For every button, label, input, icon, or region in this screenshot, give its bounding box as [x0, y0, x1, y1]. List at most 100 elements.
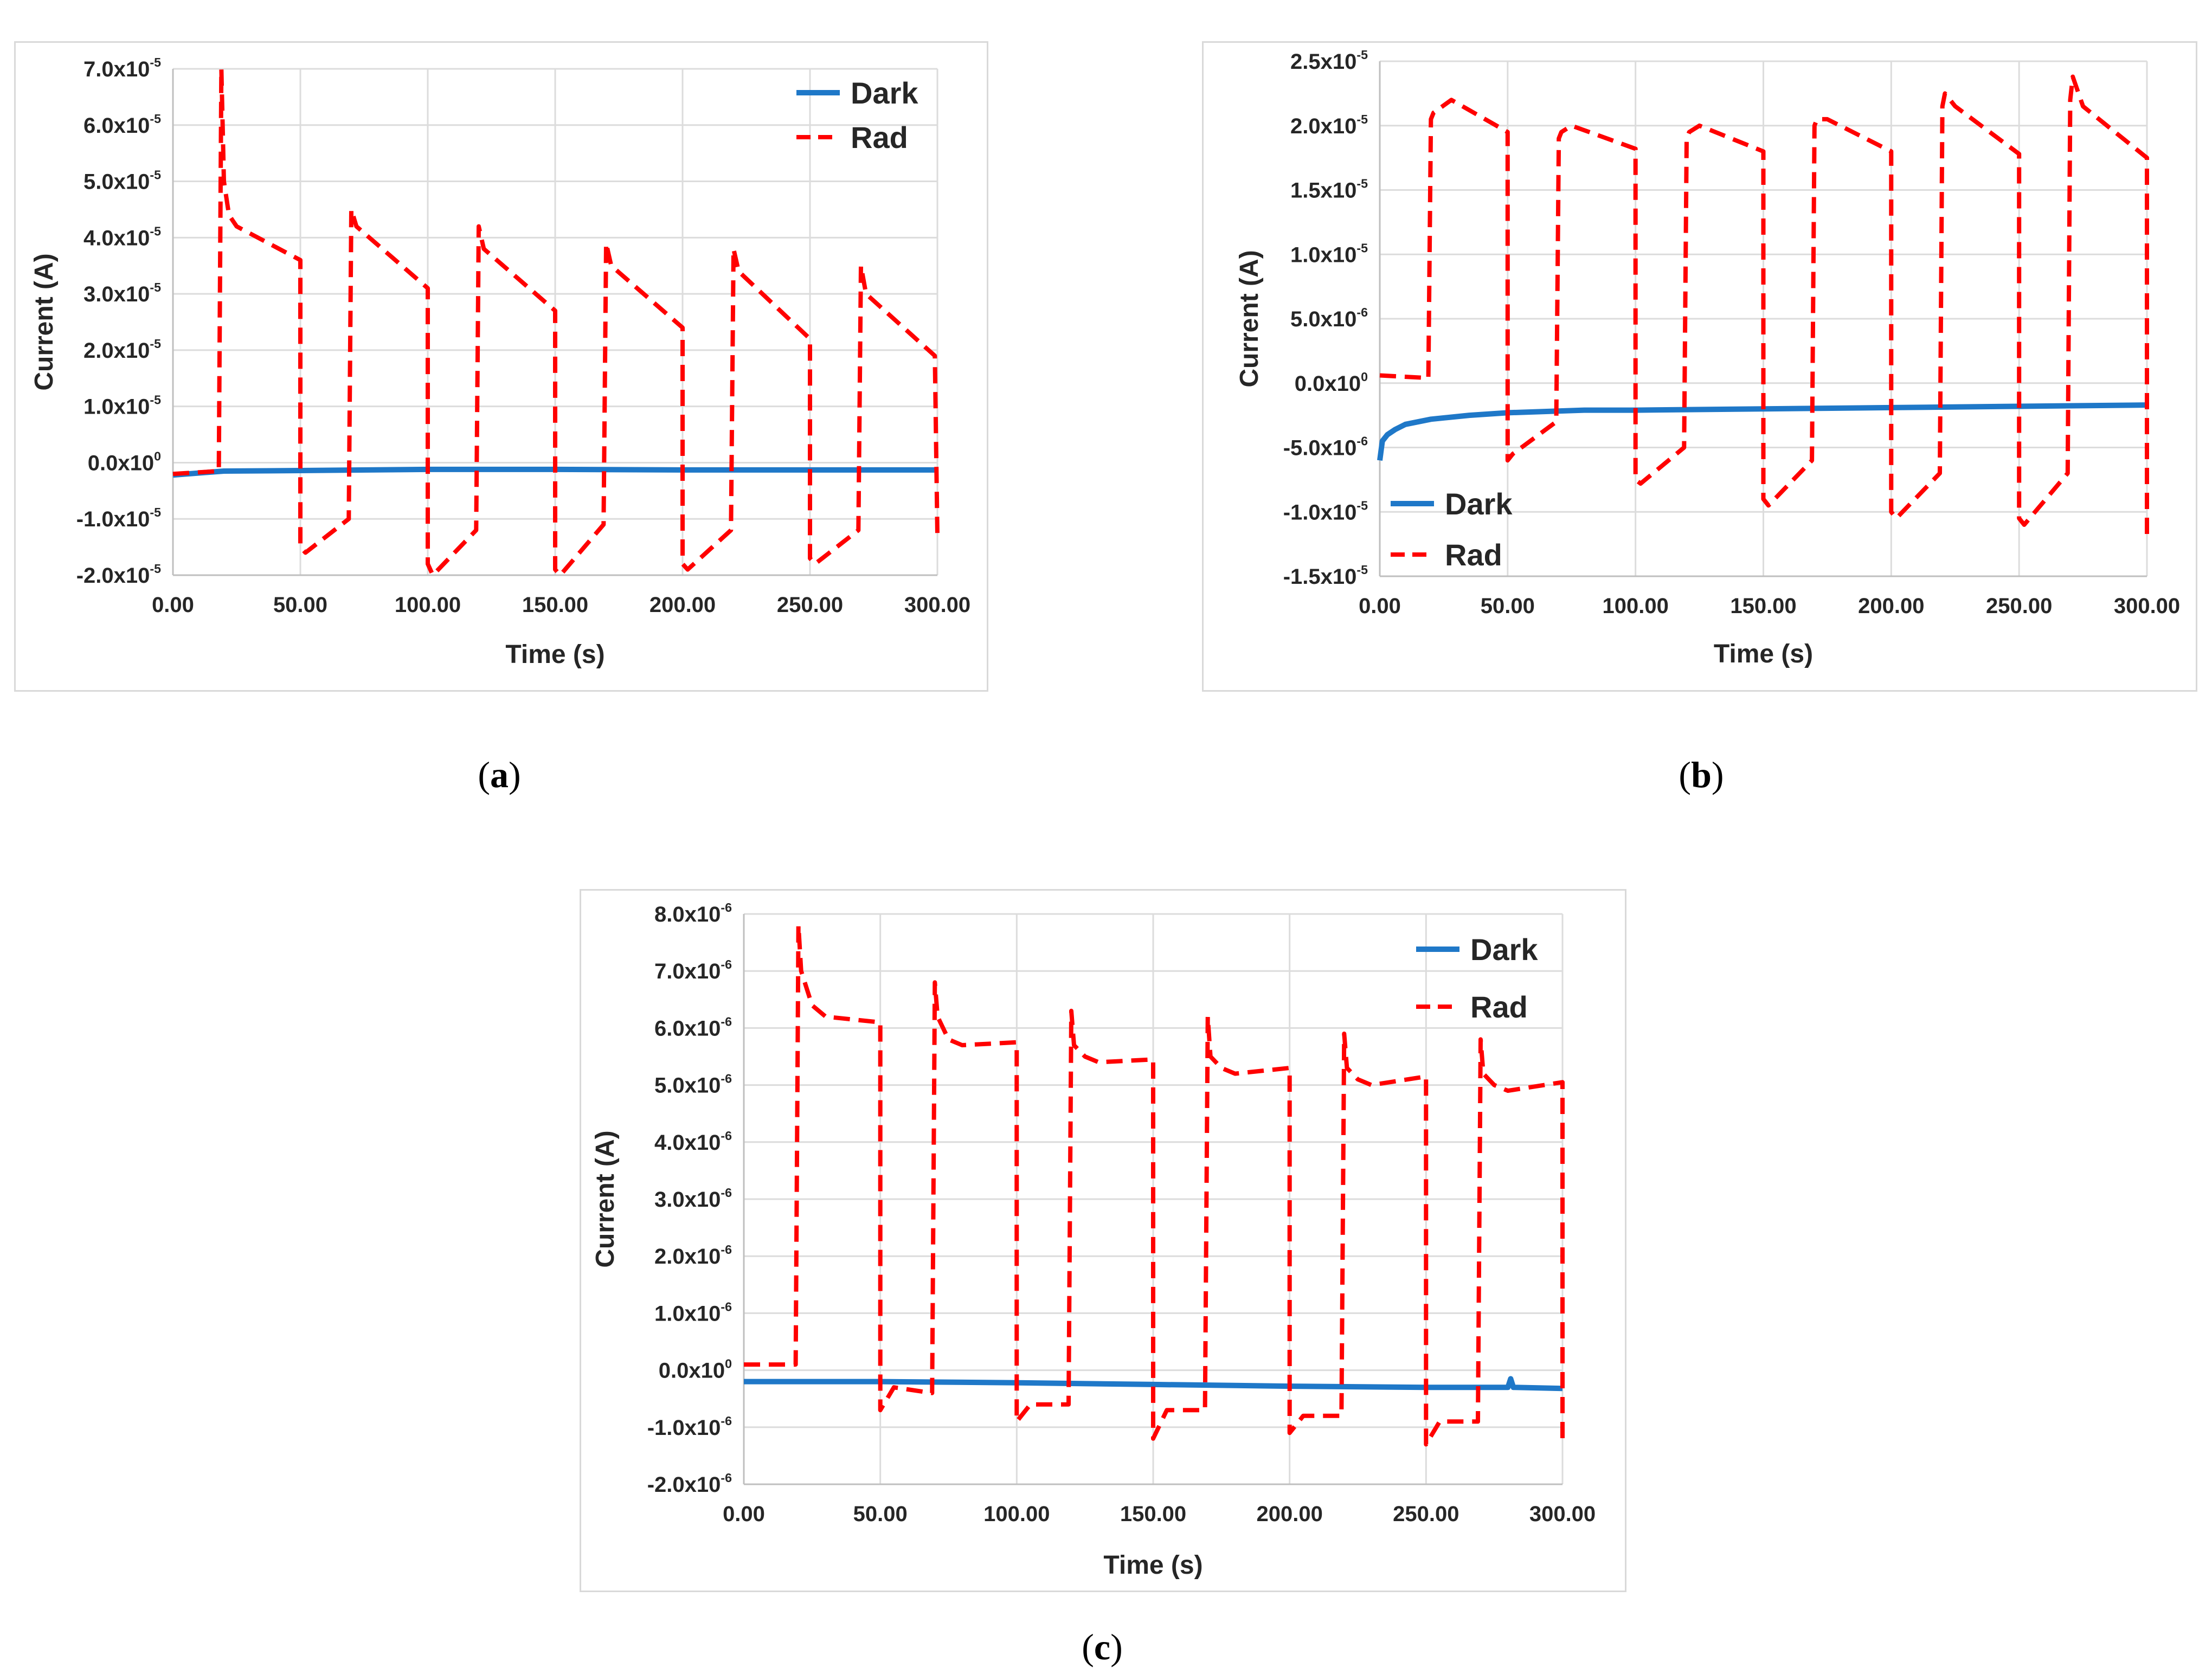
y-tick-mantissa: -1.0x10 [76, 507, 150, 531]
y-tick-mantissa: 2.5x10 [1290, 50, 1356, 74]
y-tick-exponent: 0 [154, 449, 161, 463]
y-tick-label: 0.0x100 [659, 1357, 732, 1383]
chart-panel-b: 0.00 50.00 100.00 150.00 200.00 250.00 300.00 2… [1202, 41, 2197, 692]
y-tick-label: 7.0x10-6 [654, 957, 732, 983]
x-tick-label: 100.00 [1602, 594, 1668, 618]
y-tick-exponent: -5 [1356, 498, 1368, 512]
legend: Dark Rad [1416, 932, 1538, 1024]
y-tick-label: -1.0x10-5 [1283, 498, 1368, 524]
legend-label-dark: Dark [851, 76, 918, 110]
y-tick-label: 2.5x10-5 [1290, 48, 1368, 74]
x-axis-title: Time (s) [505, 640, 605, 669]
y-tick-mantissa: 1.0x10 [654, 1302, 721, 1325]
x-tick-label: 100.00 [395, 593, 461, 617]
series-line-rad [744, 923, 1565, 1447]
x-tick-label: 0.00 [723, 1502, 765, 1526]
y-tick-mantissa: 7.0x10 [654, 960, 721, 983]
y-tick-mantissa: 5.0x10 [1290, 307, 1356, 331]
y-tick-exponent: 0 [1361, 370, 1368, 384]
y-tick-label: -5.0x10-6 [1283, 434, 1368, 460]
y-tick-mantissa: 8.0x10 [654, 903, 721, 926]
legend-label-rad: Rad [1470, 990, 1528, 1024]
x-tick-label: 250.00 [1986, 594, 2052, 618]
y-tick-label: 8.0x10-6 [654, 900, 732, 926]
y-tick-mantissa: 5.0x10 [83, 170, 150, 194]
legend-label-dark: Dark [1470, 932, 1538, 967]
y-tick-exponent: -5 [150, 168, 161, 182]
y-tick-mantissa: -1.0x10 [647, 1416, 721, 1440]
y-tick-exponent: -5 [1356, 48, 1368, 62]
y-tick-exponent: -5 [150, 55, 161, 69]
y-tick-mantissa: 6.0x10 [83, 114, 150, 138]
chart-c: 0.00 50.00 100.00 150.00 200.00 250.00 300.00 8… [591, 900, 1596, 1580]
y-tick-label: 7.0x10-5 [83, 55, 161, 81]
chart-panel-c: 0.00 50.00 100.00 150.00 200.00 250.00 300.00 8… [580, 889, 1626, 1592]
y-tick-exponent: -5 [1356, 241, 1368, 255]
x-tick-label: 200.00 [1858, 594, 1924, 618]
y-tick-label: 3.0x10-5 [83, 280, 161, 306]
y-tick-exponent: -6 [721, 1414, 732, 1428]
y-axis-title: Current (A) [30, 253, 59, 390]
y-tick-mantissa: 3.0x10 [83, 282, 150, 306]
x-tick-label: 150.00 [1120, 1502, 1186, 1526]
y-tick-label: 2.0x10-5 [1290, 112, 1368, 138]
x-tick-label: 250.00 [777, 593, 843, 617]
x-tick-label: 300.00 [2114, 594, 2180, 618]
chart-a: 0.00 50.00 100.00 150.00 200.00 250.00 300.00 7… [30, 55, 970, 669]
legend-label-rad: Rad [1445, 538, 1502, 572]
y-tick-mantissa: 3.0x10 [654, 1188, 721, 1212]
y-tick-exponent: -6 [721, 1299, 732, 1314]
series-line-dark [744, 1376, 1563, 1392]
y-tick-label: 0.0x100 [88, 449, 161, 475]
y-tick-mantissa: 4.0x10 [654, 1131, 721, 1155]
y-tick-exponent: -5 [1356, 563, 1368, 577]
caption-b: (b) [1679, 754, 1724, 795]
x-tick-label: 50.00 [273, 593, 327, 617]
caption-a: (a) [478, 754, 521, 795]
y-tick-exponent: -6 [721, 1242, 732, 1257]
x-tick-label: 200.00 [650, 593, 716, 617]
y-tick-exponent: -5 [150, 505, 161, 519]
y-tick-label: -2.0x10-6 [647, 1471, 732, 1497]
y-axis-title: Current (A) [1235, 250, 1264, 387]
x-tick-label: 0.00 [152, 593, 194, 617]
caption-c: (c) [1082, 1626, 1123, 1667]
y-tick-exponent: -6 [1356, 434, 1368, 448]
y-tick-mantissa: 0.0x10 [88, 451, 154, 475]
y-tick-exponent: -5 [150, 393, 161, 407]
y-tick-label: 6.0x10-6 [654, 1014, 732, 1040]
y-tick-exponent: -6 [721, 957, 732, 971]
y-tick-exponent: -5 [150, 112, 161, 126]
x-tick-label: 0.00 [1359, 594, 1401, 618]
y-tick-label: 6.0x10-5 [83, 112, 161, 138]
y-tick-mantissa: 7.0x10 [83, 57, 150, 81]
legend: Dark Rad [1391, 487, 1513, 572]
y-tick-mantissa: 2.0x10 [83, 339, 150, 363]
series-line-dark [1377, 402, 2147, 461]
y-tick-label: -1.0x10-5 [76, 505, 161, 531]
y-tick-label: -1.0x10-6 [647, 1414, 732, 1440]
legend-label-dark: Dark [1445, 487, 1513, 521]
x-tick-label: 300.00 [904, 593, 970, 617]
y-tick-exponent: -5 [1356, 177, 1368, 191]
y-tick-exponent: -5 [1356, 112, 1368, 126]
y-tick-label: 1.0x10-5 [83, 393, 161, 419]
y-tick-mantissa: 1.5x10 [1290, 179, 1356, 203]
y-tick-mantissa: 1.0x10 [1290, 243, 1356, 267]
x-axis-title: Time (s) [1103, 1551, 1203, 1580]
y-tick-mantissa: -5.0x10 [1283, 436, 1357, 460]
y-tick-mantissa: -2.0x10 [76, 564, 150, 588]
y-tick-exponent: -5 [150, 337, 161, 351]
y-tick-label: 3.0x10-6 [654, 1186, 732, 1212]
y-tick-exponent: -6 [721, 1471, 732, 1485]
y-tick-exponent: -5 [150, 562, 161, 576]
series-line-rad [1379, 74, 2149, 538]
y-tick-exponent: -6 [721, 900, 732, 915]
x-tick-label: 150.00 [1730, 594, 1796, 618]
y-tick-exponent: -6 [1356, 305, 1368, 319]
y-tick-mantissa: -2.0x10 [647, 1473, 721, 1497]
y-tick-exponent: -5 [150, 280, 161, 294]
x-tick-label: 100.00 [983, 1502, 1050, 1526]
x-tick-label: 200.00 [1256, 1502, 1322, 1526]
y-tick-label: 5.0x10-6 [654, 1072, 732, 1098]
